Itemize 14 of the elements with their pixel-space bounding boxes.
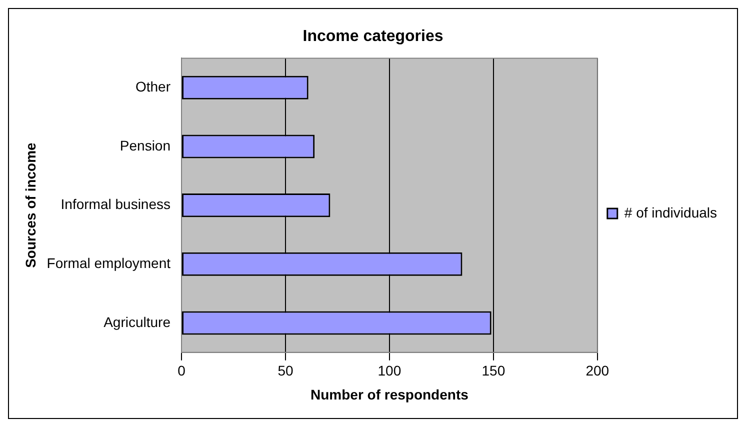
- y-tick-label: Other: [135, 78, 171, 94]
- y-tick-label: Informal business: [60, 196, 171, 212]
- chart-title: Income categories: [302, 28, 444, 46]
- y-tick-label: Pension: [120, 137, 171, 154]
- x-axis-title: Number of respondents: [310, 386, 469, 402]
- x-tick-label: 50: [278, 362, 294, 379]
- x-tick-label: 0: [178, 362, 186, 379]
- legend-label: # of individuals: [624, 204, 718, 220]
- x-tick-label: 200: [586, 362, 610, 379]
- y-tick-label: Agriculture: [104, 314, 171, 330]
- y-axis-title: Sources of income: [22, 142, 38, 268]
- x-tick-label: 150: [482, 362, 506, 379]
- x-tick-label: 100: [378, 362, 402, 379]
- y-tick-label: Formal employment: [46, 255, 171, 271]
